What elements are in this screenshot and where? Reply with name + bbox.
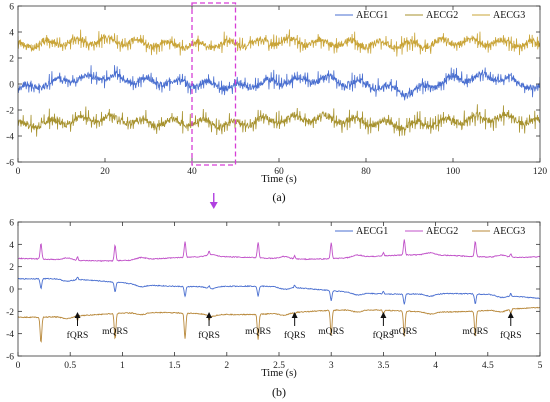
legend-label-aecg1: AECG1 — [356, 226, 388, 237]
y-tick-label: 0 — [9, 286, 14, 296]
y-tick-label: 4 — [9, 241, 14, 251]
x-tick-label: 0.5 — [64, 361, 76, 371]
mqrs-label: mQRS — [462, 327, 488, 337]
y-tick-label: -4 — [6, 330, 14, 340]
x-tick-label: 100 — [446, 167, 461, 177]
x-tick-label: 60 — [274, 167, 284, 177]
x-tick-label: 80 — [361, 167, 371, 177]
mqrs-label: mQRS — [245, 327, 271, 337]
y-tick-label: -6 — [6, 159, 14, 169]
fqrs-label: fQRS — [67, 330, 89, 341]
panel-label: (b) — [272, 385, 286, 399]
x-tick-label: 5 — [538, 361, 543, 371]
mqrs-label: mQRS — [391, 327, 417, 337]
x-tick-label: 0 — [16, 167, 21, 177]
x-tick-label: 4.5 — [482, 361, 494, 371]
x-tick-label: 0 — [16, 361, 21, 371]
series-line-aecg1 — [18, 65, 540, 101]
series-line-aecg3 — [18, 29, 540, 57]
y-tick-label: -6 — [6, 353, 14, 363]
x-tick-label: 2 — [224, 361, 229, 371]
legend-label-aecg3: AECG3 — [493, 226, 525, 237]
data-layer — [18, 29, 540, 137]
y-tick-label: 2 — [9, 263, 14, 273]
fqrs-arrow-head — [206, 312, 213, 318]
data-layer — [18, 239, 540, 343]
x-axis-label: Time (s) — [261, 368, 297, 379]
x-tick-label: 40 — [187, 167, 197, 177]
fqrs-label: fQRS — [198, 330, 220, 341]
legend-label-aecg2: AECG2 — [426, 10, 458, 21]
legend-label-aecg3: AECG3 — [493, 10, 525, 21]
mqrs-label: mQRS — [318, 327, 344, 337]
x-tick-label: 120 — [533, 167, 548, 177]
y-tick-label: -4 — [6, 133, 14, 143]
highlight-window — [191, 2, 237, 166]
y-tick-label: -2 — [6, 308, 14, 318]
x-tick-label: 3.5 — [377, 361, 389, 371]
y-tick-label: 6 — [9, 219, 14, 229]
y-tick-label: 4 — [9, 29, 14, 39]
y-tick-label: 2 — [9, 55, 14, 65]
fqrs-label: fQRS — [500, 330, 522, 341]
x-axis-label: Time (s) — [261, 174, 297, 185]
y-tick-label: 6 — [9, 3, 14, 13]
fqrs-label: fQRS — [373, 330, 395, 341]
panel-b: -6 -4 -2 0 2 4 6 0 0.5 1 1.5 2 2.5 3 3.5 4 4.5 5 Time (s) (… — [6, 219, 543, 400]
x-tick-label: 1.5 — [169, 361, 181, 371]
x-tick-label: 3 — [329, 361, 334, 371]
fqrs-arrow-head — [74, 312, 81, 318]
mqrs-label: mQRS — [102, 327, 128, 337]
x-tick-label: 1 — [120, 361, 125, 371]
series-line-aecg2 — [18, 104, 540, 137]
series-line-aecg2 — [18, 239, 540, 262]
x-tick-label: 4 — [433, 361, 438, 371]
zoom-arrow-head — [209, 202, 218, 209]
fqrs-label: fQRS — [284, 330, 306, 341]
y-tick-label: 0 — [9, 81, 14, 91]
fqrs-arrow-head — [380, 312, 387, 318]
legend-label-aecg2: AECG2 — [426, 226, 458, 237]
series-line-aecg1 — [18, 276, 540, 305]
y-tick-label: -2 — [6, 107, 14, 117]
panel-label: (a) — [272, 190, 285, 204]
fqrs-arrow-head — [507, 312, 514, 318]
legend-label-aecg1: AECG1 — [356, 10, 388, 21]
series-line-aecg3 — [18, 306, 540, 343]
x-tick-label: 20 — [100, 167, 110, 177]
fqrs-arrow-head — [291, 312, 298, 318]
x-tick-label: 2.5 — [273, 361, 285, 371]
